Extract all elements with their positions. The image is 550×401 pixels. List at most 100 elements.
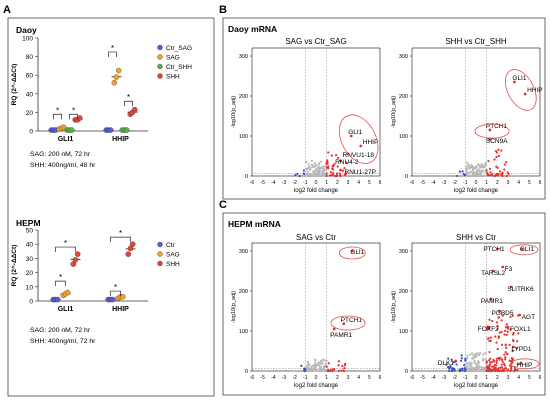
plot2-highlight-ellipse (510, 358, 540, 370)
plot2-point-up (498, 331, 501, 334)
plot2-point-up (500, 330, 503, 334)
hepm-data-point (54, 296, 61, 303)
plot1-xtick-label: 5 (368, 375, 371, 381)
hepm-ytick-label: 0 (29, 299, 33, 306)
plot2-point-up (508, 359, 511, 362)
plot2-point-down (447, 366, 450, 369)
hepm-legend-marker (157, 241, 163, 248)
plot1-xtick-label: -1 (303, 375, 308, 381)
plot2-point-up (510, 357, 513, 360)
plot2-ytick-label: 100 (399, 329, 408, 335)
plot2-point-up (509, 369, 512, 373)
daoy-ytick-label: 80 (26, 54, 34, 61)
plot2-point-ns (472, 171, 475, 174)
plot1-point-up (337, 156, 340, 159)
plot2-point-up (501, 314, 504, 317)
plot2-point-ns (472, 166, 475, 170)
plot2-point-down (447, 357, 450, 360)
plot2-xtick-label: 6 (539, 180, 542, 186)
plot2-point-up (493, 158, 496, 161)
hepm-data-point (119, 293, 126, 300)
daoy-legend-label: SAG (166, 55, 180, 62)
plot1-point-down (304, 368, 307, 371)
plot1-point-up (344, 172, 347, 175)
plot2-point-up (486, 173, 490, 176)
plot2-point-up (506, 352, 509, 356)
plot1-point-ns (323, 359, 326, 362)
plot1-xtick-label: 2 (336, 375, 339, 381)
plot1-gene-label: RNU1-27P (345, 169, 376, 176)
panel-b-frame (222, 17, 546, 200)
hepm-data-point (64, 289, 71, 296)
plot2-point-down (462, 172, 465, 176)
plot1-ytick-label: 200 (239, 94, 248, 100)
plot2-point-up (504, 351, 507, 354)
plot2-point-down (445, 363, 448, 366)
plot2-point-ns (476, 364, 479, 367)
plot2-xtick-label: 6 (539, 375, 542, 381)
plot2-point-up (495, 361, 498, 365)
plot2-point-down (464, 357, 467, 361)
plot2-xtick-label: -5 (420, 180, 425, 186)
plot2-plot-frame (411, 47, 541, 177)
daoy-data-point (111, 79, 118, 86)
plot2-point-ns (475, 166, 478, 169)
daoy-ytick-label: 0 (29, 129, 33, 136)
daoy-legend-marker (157, 73, 163, 79)
plot2-point-up (504, 343, 507, 346)
plot2-point-ns (478, 369, 481, 372)
plot2-point-ns (482, 366, 485, 369)
daoy-note: SAG: 200 nM, 72 hr (30, 151, 91, 158)
plot2-labeled-point (520, 247, 524, 251)
plot2-labeled-point (454, 359, 458, 363)
plot2-labeled-point (523, 92, 527, 96)
plot1-point-up (325, 172, 328, 175)
plot1-point-up (339, 174, 342, 178)
plot2-point-up (504, 367, 508, 370)
plot2-point-down (450, 369, 453, 372)
plot2-point-up (504, 160, 508, 164)
hepm-legend-marker (157, 251, 163, 257)
plot1-point-ns (315, 169, 318, 173)
plot2-ylabel: -log10(p_adj) (391, 96, 397, 129)
plot2-point-ns (469, 369, 472, 373)
plot1-xtick-label: 0 (315, 375, 318, 381)
plot2-point-up (496, 321, 499, 324)
hepm-data-point (74, 251, 81, 257)
plot2-point-ns (483, 352, 487, 355)
plot1-point-ns (312, 164, 315, 167)
plot1-point-up (327, 369, 331, 373)
plot1-gene-label: GLI1 (350, 249, 364, 256)
panel-c-frame (222, 212, 546, 396)
hepm-data-point (125, 251, 132, 257)
plot2-point-ns (475, 171, 478, 174)
plot1-point-ns (313, 173, 317, 177)
plot1-point-up (333, 368, 336, 371)
daoy-category-label: GLI1 (58, 136, 74, 143)
plot2-gene-label: GLI1 (512, 75, 526, 82)
plot2-point-up (503, 163, 506, 166)
plot1-point-ns (323, 165, 326, 168)
plot2-point-ns (478, 353, 481, 357)
plot2-point-up (490, 174, 493, 177)
plot2-point-ns (468, 361, 471, 364)
plot1-point-ns (321, 171, 324, 174)
daoy-sig-star: * (56, 106, 59, 115)
hepm-ytick-label: 10 (26, 284, 34, 291)
plot2-point-up (489, 171, 492, 174)
plot1-xtick-label: 5 (368, 180, 371, 186)
plot1-xtick-label: 0 (315, 180, 318, 186)
plot1-point-down (296, 172, 299, 175)
plot2-labeled-point (495, 247, 499, 251)
plot2-point-down (464, 359, 467, 362)
plot2-point-down (453, 367, 456, 370)
plot2-point-up (497, 148, 500, 151)
plot2-point-down (463, 367, 466, 370)
plot2-point-ns (478, 170, 481, 173)
plot2-point-up (488, 364, 491, 367)
plot2-point-ns (468, 166, 471, 169)
plot1-point-ns (306, 170, 309, 173)
plot2-point-ns (466, 354, 469, 357)
plot2-point-ns (465, 167, 468, 170)
plot1-xtick-label: 6 (379, 375, 382, 381)
